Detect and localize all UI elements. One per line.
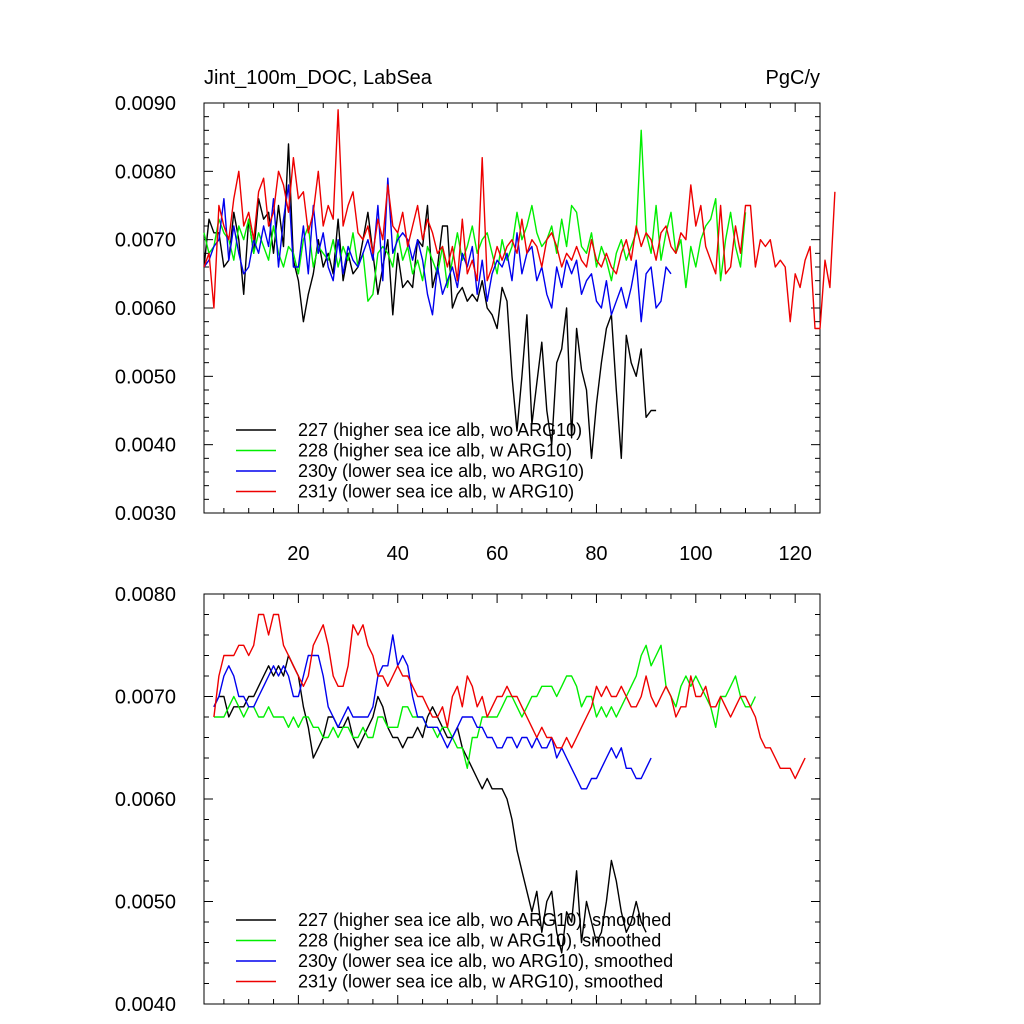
chart-units: PgC/y [766, 67, 820, 89]
series-line [213, 654, 647, 954]
y-tick-label: 0.0060 [115, 298, 176, 320]
series-line [203, 177, 672, 323]
y-tick-label: 0.0060 [115, 789, 176, 811]
legend-label: 228 (higher sea ice alb, w ARG10) [298, 441, 572, 461]
y-tick-label: 0.0030 [115, 503, 176, 525]
legend-label: 231y (lower sea ice alb, w ARG10) [298, 482, 574, 502]
series-line [203, 143, 657, 459]
chart-title: Jint_100m_DOC, LabSea [204, 67, 433, 89]
y-tick-label: 0.0090 [115, 93, 176, 115]
top-panel-raw: 20 40 60 80 100 120 0.0030 0.0040 0.0050 0.0060 0.… [115, 93, 836, 565]
series-line [203, 109, 836, 330]
y-tick-label: 0.0080 [115, 584, 176, 606]
y-tick-label: 0.0050 [115, 892, 176, 914]
legend-label: 227 (higher sea ice alb, wo ARG10) [298, 420, 582, 440]
x-tick-label: 100 [679, 543, 712, 565]
x-tick-label: 60 [486, 543, 508, 565]
legend-label: 228 (higher sea ice alb, w ARG10), smoot… [298, 931, 661, 951]
legend-label: 230y (lower sea ice alb, wo ARG10) [298, 461, 584, 481]
bottom-panel-smoothed: 0.0040 0.0050 0.0060 0.0070 0.0080 227 (highe… [115, 584, 821, 1016]
x-tick-label: 80 [585, 543, 607, 565]
series-line [213, 644, 757, 769]
series-line [213, 634, 652, 790]
y-tick-label: 0.0050 [115, 366, 176, 388]
x-tick-label: 40 [387, 543, 409, 565]
y-tick-label: 0.0080 [115, 161, 176, 183]
y-tick-label: 0.0040 [115, 994, 176, 1016]
x-tick-label: 20 [287, 543, 309, 565]
series-line [213, 613, 806, 780]
y-tick-label: 0.0040 [115, 435, 176, 457]
y-tick-label: 0.0070 [115, 230, 176, 252]
legend-label: 231y (lower sea ice alb, w ARG10), smoot… [298, 972, 663, 992]
series-line [203, 129, 747, 302]
x-tick-label: 120 [778, 543, 811, 565]
y-tick-label: 0.0070 [115, 687, 176, 709]
legend-label: 227 (higher sea ice alb, wo ARG10), smoo… [298, 910, 671, 930]
legend-label: 230y (lower sea ice alb, wo ARG10), smoo… [298, 951, 673, 971]
